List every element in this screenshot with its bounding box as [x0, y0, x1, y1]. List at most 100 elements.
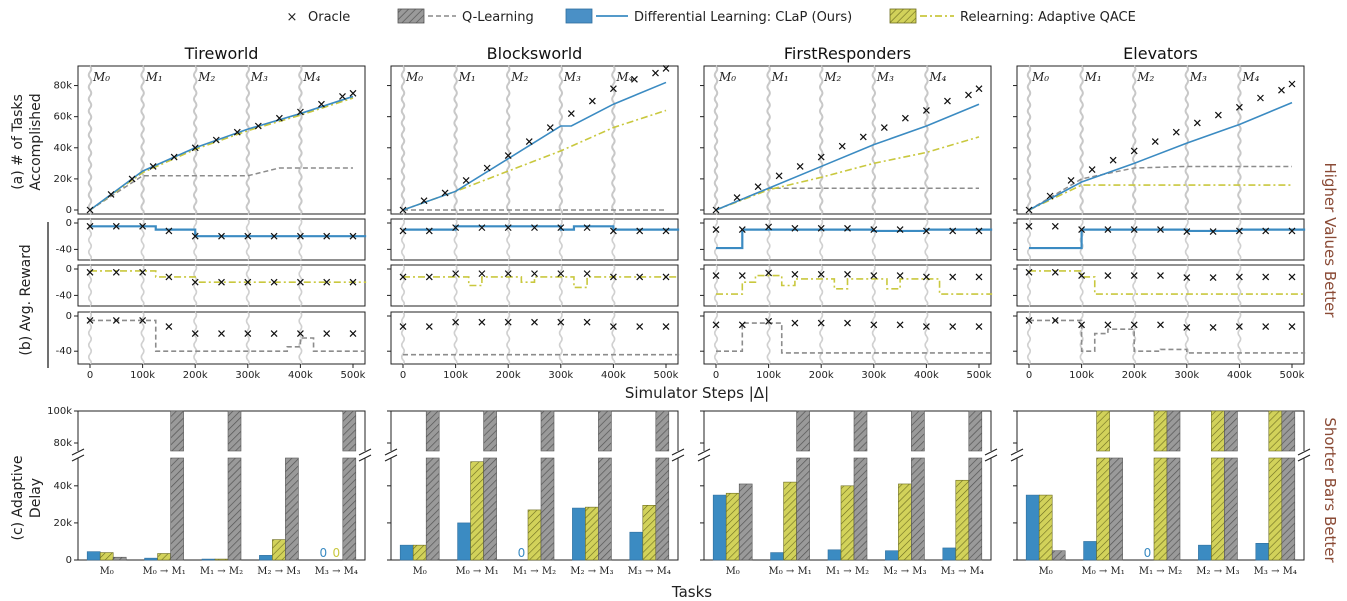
plot-frame	[77, 218, 366, 261]
qlearning-bar-upper	[425, 410, 440, 452]
oracle-point	[399, 227, 407, 235]
oracle-point	[218, 232, 225, 240]
plot-frame	[77, 65, 366, 215]
change-point-label: M₀	[1031, 70, 1049, 84]
change-point-line	[1237, 65, 1242, 215]
y-tick-label: 40k	[53, 481, 72, 492]
oracle-point	[1262, 323, 1270, 330]
panel-title-firstresponders: FirstResponders	[784, 44, 911, 63]
oracle-point	[270, 278, 278, 286]
change-point-line	[298, 218, 303, 261]
zero-value-label: 0	[518, 546, 526, 560]
legend: × Oracle Q-Learning Differential Learnin…	[287, 8, 1136, 25]
change-point-line	[766, 264, 771, 307]
task-tick-label: M₀	[1039, 566, 1053, 577]
oracle-point	[425, 227, 433, 235]
qlearning-bar	[1224, 457, 1238, 561]
task-tick-label: M₀ → M₁	[1081, 566, 1124, 577]
x-tick-label: 400k	[288, 370, 313, 381]
row-a-label-line1: (a) # of Tasks	[10, 94, 26, 190]
oracle-point	[609, 85, 617, 93]
oracle-point	[323, 232, 331, 240]
qace-series-line	[1028, 184, 1292, 211]
oracle-point	[791, 224, 799, 232]
x-tick-label: 400k	[601, 370, 626, 381]
qlearning-bar	[483, 457, 497, 561]
change-point-line	[1079, 65, 1084, 215]
y-tick-label: 20k	[53, 174, 72, 185]
oracle-point	[1183, 228, 1191, 236]
x-tick-label: 100k	[756, 370, 781, 381]
oracle-point	[901, 114, 909, 122]
oracle-point	[791, 270, 799, 278]
side-label-higher: Higher Values Better	[1321, 162, 1339, 318]
oracle-point	[165, 227, 173, 235]
change-point-line	[245, 264, 250, 307]
plot-frame	[703, 264, 992, 307]
oracle-point	[399, 206, 407, 214]
change-point-label: M₃	[250, 70, 268, 84]
change-point-line	[766, 65, 771, 215]
plot-frame	[703, 65, 992, 215]
oracle-point	[112, 316, 120, 324]
oracle-point	[1183, 324, 1191, 331]
clap-bar	[457, 522, 471, 561]
row-c-label-line2: Delay	[28, 478, 44, 518]
x-tick-label: 100k	[443, 370, 468, 381]
oracle-point	[712, 226, 720, 234]
clap-series-line	[402, 81, 667, 211]
qace-bar	[955, 479, 970, 561]
row-c-label-line1: (c) Adaptive	[10, 455, 26, 540]
oracle-point	[1051, 268, 1059, 276]
qace-series-line	[89, 97, 354, 211]
clap-bar	[629, 531, 644, 561]
oracle-point	[349, 89, 357, 97]
oracle-point	[712, 321, 720, 329]
change-point-line	[193, 218, 198, 261]
change-point-line	[924, 65, 929, 215]
oracle-point	[86, 222, 94, 230]
oracle-point	[165, 273, 173, 281]
axis-break-mark	[984, 448, 998, 462]
oracle-point	[609, 323, 617, 330]
oracle-point	[1025, 222, 1033, 230]
qlearning-reward-line	[716, 322, 993, 354]
oracle-point	[662, 65, 670, 72]
task-tick-label: M₃ → M₄	[315, 566, 358, 577]
change-point-line	[87, 65, 93, 215]
oracle-point	[583, 318, 591, 326]
qlearning-bar	[968, 457, 983, 561]
change-point-line	[1131, 65, 1137, 215]
y-tick-label: 80k	[53, 438, 72, 449]
reward-plot-qlearning: 0 100k 200k 300k 400k 500k	[700, 311, 993, 381]
oracle-point	[233, 128, 241, 136]
oracle-point	[452, 270, 460, 278]
plot-frame	[390, 311, 679, 365]
oracle-point	[191, 278, 199, 286]
oracle-point	[896, 272, 904, 280]
tasks-accomplished-plot: M₀ M₁ M₂ M₃ M₄	[1013, 65, 1305, 215]
qlearning-bar-upper	[227, 410, 242, 452]
change-point-line	[298, 65, 303, 215]
change-point-line	[1184, 311, 1189, 365]
qace-bar	[527, 509, 542, 561]
task-tick-label: M₀ → M₁	[142, 566, 185, 577]
row-a-label-line2: Accomplished	[28, 93, 44, 190]
qace-bar	[412, 544, 427, 561]
oracle-point	[557, 224, 565, 232]
oracle-point	[1257, 94, 1264, 102]
qace-bar	[898, 483, 912, 561]
y-tick-label: 80k	[53, 81, 72, 92]
qace-bar	[99, 552, 114, 561]
reward-plot-qlearning: 0 -40 0 100k 200k 300k 400k 500k	[56, 311, 367, 381]
qlearning-bar	[911, 457, 925, 561]
change-point-label: M₂	[823, 70, 841, 84]
oracle-point	[139, 316, 147, 324]
qace-bar	[642, 504, 657, 561]
oracle-point	[965, 91, 972, 99]
panel-title-tireworld: Tireworld	[184, 44, 259, 63]
change-point-line	[453, 264, 458, 307]
oracle-point	[754, 183, 762, 191]
oracle-point	[323, 278, 331, 286]
y-tick-label: 0	[66, 205, 72, 216]
